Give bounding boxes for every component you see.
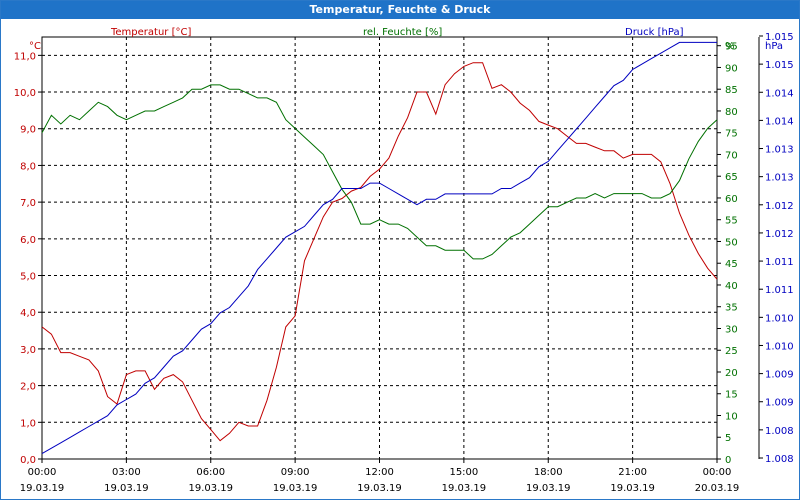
- temperature-unit-label: °C: [29, 41, 41, 52]
- humidity-tick-label: 90: [725, 63, 738, 74]
- x-tick-time: 03:00: [112, 467, 141, 478]
- humidity-tick-label: 10: [725, 411, 738, 422]
- humidity-tick-label: 80: [725, 107, 738, 118]
- temperature-series-line: [41, 62, 718, 442]
- humidity-tick-label: 35: [725, 303, 738, 314]
- humidity-tick-label: 15: [725, 390, 738, 401]
- pressure-series-line: [41, 41, 717, 455]
- humidity-tick-label: 20: [725, 368, 738, 379]
- x-tick-time: 09:00: [281, 467, 310, 478]
- x-tick-date: 20.03.19: [695, 483, 740, 494]
- window-title: Temperatur, Feuchte & Druck: [1, 1, 799, 19]
- x-tick-date: 19.03.19: [357, 483, 402, 494]
- humidity-tick-label: 60: [725, 194, 738, 205]
- x-tick-date: 19.03.19: [273, 483, 318, 494]
- x-tick-date: 19.03.19: [20, 483, 65, 494]
- pressure-tick-label: 1.011: [765, 257, 794, 268]
- temperature-tick-label: 10,0: [14, 88, 36, 99]
- pressure-tick-label: 1.010: [765, 341, 794, 352]
- temperature-tick-label: 3,0: [20, 345, 36, 356]
- pressure-tick-label: 1.011: [765, 285, 794, 296]
- pressure-axis: 1.008 1.008 1.009 1.009 1.010 1.010 1.011 1.011…: [758, 32, 794, 465]
- temperature-series-label: Temperatur [°C]: [110, 27, 191, 38]
- humidity-tick-label: 50: [725, 237, 738, 248]
- pressure-unit-label: hPa: [765, 41, 783, 52]
- x-tick-time: 15:00: [449, 467, 478, 478]
- pressure-tick-label: 1.008: [765, 426, 794, 437]
- humidity-axis: 0 5 10 15 20 25 30 35 40 45 50 55 60 65 70 75 80 85 90 95: [717, 42, 738, 466]
- humidity-tick-label: 25: [725, 346, 738, 357]
- time-axis: 00:00 19.03.19 03:00 19.03.19 06:00 19.03.19 0…: [20, 459, 740, 494]
- temperature-tick-label: 4,0: [20, 308, 36, 319]
- x-tick-date: 19.03.19: [526, 483, 571, 494]
- pressure-tick-label: 1.014: [765, 88, 794, 99]
- pressure-tick-label: 1.013: [765, 145, 794, 156]
- humidity-tick-label: 40: [725, 281, 738, 292]
- humidity-tick-label: 65: [725, 172, 738, 183]
- series-layer: [41, 41, 718, 455]
- pressure-tick-label: 1.013: [765, 173, 794, 184]
- temperature-tick-label: 8,0: [20, 161, 36, 172]
- grid-lines: [42, 37, 717, 459]
- pressure-tick-label: 1.010: [765, 313, 794, 324]
- pressure-tick-label: 1.008: [765, 454, 794, 465]
- temperature-tick-label: 6,0: [20, 235, 36, 246]
- humidity-tick-label: 55: [725, 216, 738, 227]
- temperature-tick-label: 1,0: [20, 418, 36, 429]
- pressure-tick-label: 1.009: [765, 370, 794, 381]
- humidity-tick-label: 70: [725, 150, 738, 161]
- x-tick-time: 06:00: [196, 467, 225, 478]
- x-tick-date: 19.03.19: [188, 483, 233, 494]
- pressure-tick-label: 1.012: [765, 229, 794, 240]
- pressure-tick-label: 1.009: [765, 398, 794, 409]
- pressure-series-label: Druck [hPa]: [625, 27, 684, 38]
- temperature-tick-label: 0,0: [20, 455, 36, 466]
- pressure-tick-label: 1.012: [765, 201, 794, 212]
- temperature-tick-label: 2,0: [20, 382, 36, 393]
- x-tick-date: 19.03.19: [610, 483, 655, 494]
- humidity-tick-label: 45: [725, 259, 738, 270]
- humidity-tick-label: 0: [725, 455, 731, 466]
- temperature-tick-label: 9,0: [20, 125, 36, 136]
- humidity-tick-label: 95: [725, 42, 738, 53]
- x-tick-time: 00:00: [703, 467, 732, 478]
- temperature-axis: 0,0 1,0 2,0 3,0 4,0 5,0 6,0 7,0 8,0 9,0 10,0 11,0: [14, 51, 42, 466]
- temperature-tick-label: 11,0: [14, 51, 36, 62]
- pressure-tick-label: 1.015: [765, 60, 794, 71]
- humidity-tick-label: 30: [725, 324, 738, 335]
- x-tick-date: 19.03.19: [104, 483, 149, 494]
- temperature-tick-label: 5,0: [20, 272, 36, 283]
- x-tick-time: 21:00: [618, 467, 647, 478]
- temperature-tick-label: 7,0: [20, 198, 36, 209]
- humidity-series-label: rel. Feuchte [%]: [363, 27, 442, 38]
- humidity-tick-label: 85: [725, 85, 738, 96]
- humidity-tick-label: 75: [725, 129, 738, 140]
- humidity-tick-label: 5: [725, 433, 731, 444]
- humidity-series-line: [41, 84, 718, 260]
- humidity-unit-label: %: [725, 41, 735, 52]
- x-tick-time: 00:00: [28, 467, 57, 478]
- x-tick-time: 12:00: [365, 467, 394, 478]
- x-tick-date: 19.03.19: [442, 483, 487, 494]
- pressure-tick-label: 1.015: [765, 32, 794, 43]
- x-tick-time: 18:00: [534, 467, 563, 478]
- pressure-tick-label: 1.014: [765, 116, 794, 127]
